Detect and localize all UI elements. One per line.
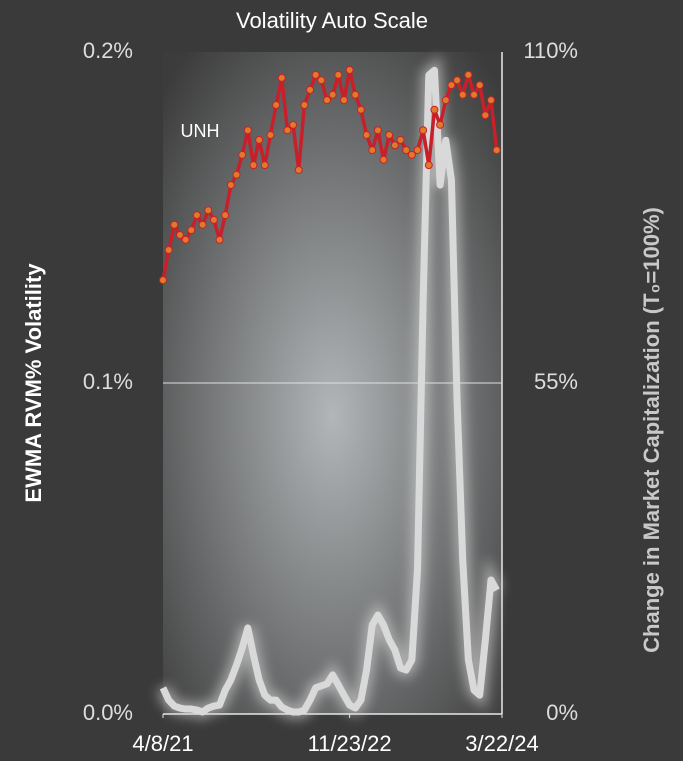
market-cap-point [356, 105, 365, 114]
market-cap-point [204, 206, 213, 215]
market-cap-point [221, 211, 230, 220]
market-cap-point [419, 126, 428, 135]
x-tick-label: 4/8/21 [132, 731, 193, 756]
market-cap-point [323, 96, 332, 105]
market-cap-point [458, 90, 467, 99]
market-cap-point [192, 211, 201, 220]
market-cap-point [475, 81, 484, 90]
y2-tick-label: 0% [546, 700, 578, 725]
market-cap-point [294, 165, 303, 174]
y2-tick-label: 110% [523, 38, 578, 63]
market-cap-point [413, 146, 422, 155]
market-cap-point [424, 161, 433, 170]
volatility-line [159, 66, 500, 716]
market-cap-point [260, 161, 269, 170]
market-cap-point [339, 96, 348, 105]
market-cap-point [289, 120, 298, 129]
market-cap-point [272, 100, 281, 109]
market-cap-point [164, 245, 173, 254]
market-cap-point [283, 126, 292, 135]
market-cap-point [181, 235, 190, 244]
market-cap-point [170, 220, 179, 229]
y-axis-title: EWMA RVM% Volatility [21, 263, 46, 503]
market-cap-point [198, 220, 207, 229]
market-cap-point [362, 131, 371, 140]
market-cap-point [266, 131, 275, 140]
y-tick-label: 0.2% [83, 38, 133, 63]
market-cap-point [306, 85, 315, 94]
market-cap-point [368, 146, 377, 155]
market-cap-point [481, 111, 490, 120]
market-cap-point [385, 131, 394, 140]
market-cap-point [226, 181, 235, 190]
market-cap-point [209, 215, 218, 224]
annotation: UNH [181, 121, 220, 141]
market-cap-point [453, 76, 462, 85]
y-tick-label: 0.0% [83, 700, 133, 725]
x-tick-label: 3/22/24 [465, 731, 538, 756]
market-cap-point [487, 96, 496, 105]
market-cap-point [255, 135, 264, 144]
market-cap-point [447, 81, 456, 90]
market-cap-point [215, 235, 224, 244]
market-cap-point [334, 70, 343, 79]
market-cap-point [328, 90, 337, 99]
market-cap-point [430, 105, 439, 114]
market-cap-point [373, 126, 382, 135]
market-cap-point [470, 90, 479, 99]
market-cap-point [311, 70, 320, 79]
market-cap-point [402, 146, 411, 155]
market-cap-point [345, 66, 354, 75]
market-cap-point [175, 230, 184, 239]
market-cap-point [187, 226, 196, 235]
market-cap-point [243, 126, 252, 135]
market-cap-point [159, 276, 167, 285]
market-cap-point [232, 170, 241, 179]
y2-axis-title: Change in Market Capitalization (T₀=100%… [639, 207, 664, 653]
market-cap-point [441, 96, 450, 105]
market-cap-point [317, 76, 326, 85]
market-cap-point [492, 146, 501, 155]
market-cap-point [249, 161, 258, 170]
market-cap-point [407, 150, 416, 159]
market-cap-point [390, 141, 399, 150]
market-cap-point [238, 150, 247, 159]
market-cap-point [396, 135, 405, 144]
y2-tick-label: 55% [534, 369, 578, 394]
market-cap-point [379, 155, 388, 164]
market-cap-point [300, 100, 309, 109]
market-cap-point [351, 90, 360, 99]
y-tick-label: 0.1% [83, 369, 133, 394]
market-cap-point [436, 120, 445, 129]
x-tick-label: 11/23/22 [308, 731, 392, 756]
market-cap-point [277, 73, 286, 82]
chart-title: Volatility Auto Scale [236, 8, 428, 33]
market-cap-point [464, 70, 473, 79]
